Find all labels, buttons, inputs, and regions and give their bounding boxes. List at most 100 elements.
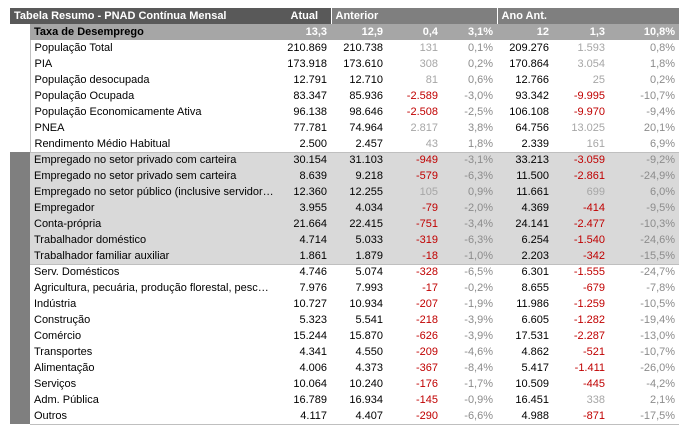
cell-atual: 96.138: [293, 106, 327, 118]
cell-ano-ant: 12.766: [515, 74, 550, 86]
cell-pct-anterior: -1,7%: [464, 378, 494, 390]
table-row: Serv. Domésticos 4.746 5.074 -328 -6,5% 6.301…: [10, 263, 680, 280]
table-row: Empregado no setor privado sem carteira 8…: [10, 168, 680, 184]
cell-ano-ant: 93.342: [515, 90, 550, 102]
cell-pct-anterior: -0,2%: [464, 282, 494, 294]
cell-pct-anterior: -4,6%: [464, 346, 494, 358]
cell-atual: 3.955: [278, 200, 331, 216]
cell-diff-anterior: 131: [419, 42, 438, 54]
cell-anterior: 5.033: [331, 232, 387, 248]
cell-pct-anterior: -6,3%: [442, 168, 498, 184]
cell-anterior: 5.074: [331, 263, 387, 280]
cell-anterior: 22.415: [331, 216, 387, 232]
cell-ano-ant: 5.417: [521, 362, 550, 374]
cell-diff-ano: -3.059: [553, 151, 610, 168]
cell-diff-anterior: -290: [387, 408, 442, 425]
cell-diff-anterior: -218: [415, 314, 438, 326]
cell-pct-anterior: 3,8%: [467, 122, 494, 134]
cell-anterior: 4.373: [355, 362, 383, 374]
col-header-anterior: Anterior: [330, 8, 498, 24]
table-row: Adm. Pública 16.789 16.934 -145 -0,9% 16.451 3…: [10, 392, 679, 408]
row-name: Serv. Domésticos: [30, 263, 278, 280]
cell-diff-anterior: 2.817: [410, 122, 438, 134]
cell-pct-ano: -19,4%: [640, 314, 676, 326]
cell-pct-anterior: -3,0%: [464, 90, 494, 102]
cell-diff-ano: -1.282: [573, 314, 606, 326]
row-name: População Total: [34, 42, 113, 54]
cell-diff-ano: -2.861: [553, 168, 610, 184]
table-row: População OcupadaEmpregado no setor priv…: [10, 151, 680, 424]
row-name: Rendimento Médio Habitual: [34, 137, 171, 150]
cell-ano-ant: 6.301: [497, 263, 554, 280]
cell-atual: 21.664: [278, 216, 331, 232]
cell-ano-ant: 11.661: [497, 184, 554, 200]
row-name: Agricultura, pecuária, produção floresta…: [34, 282, 278, 294]
cell-ano-ant: 6.605: [521, 314, 550, 326]
table-row: População desocupada 12.791 12.710 81 0,6% 12…: [10, 72, 679, 88]
table-row: PIA 173.918 173.610 308 0,2% 170.864 3.054 1,8%: [10, 56, 679, 72]
cell-atual: 10.064: [293, 378, 327, 390]
taxa-pct-anterior: 3,1%: [442, 24, 498, 40]
cell-diff-anterior: 43: [425, 137, 438, 150]
cell-atual: 15.244: [293, 330, 327, 342]
cell-ano-ant: 10.509: [515, 378, 550, 390]
table-row: Outros 4.117 4.407 -290 -6,6% 4.988 -871 -17,5%: [10, 408, 680, 425]
cell-anterior: 5.541: [355, 314, 383, 326]
cell-pct-ano: 0,8%: [649, 42, 676, 54]
cell-atual: 5.323: [299, 314, 327, 326]
cell-pct-ano: -24,7%: [609, 263, 680, 280]
taxa-atual: 13,3: [278, 24, 331, 40]
cell-ano-ant: 64.756: [515, 122, 550, 134]
cell-diff-ano: -9.995: [573, 90, 606, 102]
cell-pct-ano: -9,2%: [609, 151, 680, 168]
cell-pct-ano: 20,1%: [643, 122, 676, 134]
table-row: Empregador 3.955 4.034 -79 -2,0% 4.369 -414 -9,…: [10, 200, 680, 216]
cell-pct-anterior: -6,6%: [442, 408, 498, 425]
cell-anterior: 12.710: [349, 74, 383, 86]
cell-pct-ano: -7,8%: [646, 282, 676, 294]
row-name: Serviços: [34, 378, 77, 390]
cell-diff-ano: 338: [586, 394, 606, 406]
cell-ano-ant: 170.864: [509, 58, 550, 70]
cell-diff-ano: 161: [586, 137, 606, 150]
cell-diff-ano: -1.540: [553, 232, 610, 248]
cell-pct-ano: -10,7%: [640, 346, 676, 358]
cell-atual: 4.117: [278, 408, 331, 425]
row-name: Trabalhador doméstico: [30, 232, 278, 248]
cell-pct-ano: 2,1%: [649, 394, 676, 406]
cell-diff-anterior: -579: [387, 168, 442, 184]
row-name: População Ocupada: [34, 90, 135, 102]
cell-pct-anterior: -2,5%: [464, 106, 494, 118]
cell-pct-anterior: -1,9%: [464, 298, 494, 310]
cell-diff-ano: 3.054: [577, 58, 606, 70]
cell-diff-anterior: -2.508: [406, 106, 438, 118]
row-name: PIA: [34, 58, 53, 70]
row-name: Empregador: [30, 200, 278, 216]
cell-anterior: 7.993: [355, 282, 383, 294]
cell-diff-anterior: 308: [419, 58, 438, 70]
cell-anterior: 4.550: [355, 346, 383, 358]
cell-anterior: 10.934: [349, 298, 383, 310]
cell-atual: 210.869: [287, 42, 327, 54]
cell-pct-ano: -9,4%: [646, 106, 676, 118]
cell-pct-anterior: 1,8%: [467, 137, 494, 150]
cell-diff-ano: -2.287: [573, 330, 606, 342]
cell-diff-anterior: -626: [415, 330, 438, 342]
cell-diff-anterior: -176: [415, 378, 438, 390]
cell-atual: 12.791: [293, 74, 327, 86]
row-name: Outros: [30, 408, 278, 425]
cell-diff-ano: -2.477: [553, 216, 610, 232]
cell-diff-ano: -1.259: [573, 298, 606, 310]
cell-pct-ano: -24,9%: [609, 168, 680, 184]
row-name: População desocupada: [34, 74, 150, 86]
taxa-ano-ant: 12: [497, 24, 554, 40]
cell-atual: 8.639: [278, 168, 331, 184]
cell-ano-ant: 4.369: [497, 200, 554, 216]
table-row: Indústria 10.727 10.934 -207 -1,9% 11.986 -1.2…: [10, 296, 679, 312]
cell-ano-ant: 16.451: [515, 394, 550, 406]
table-row: Construção 5.323 5.541 -218 -3,9% 6.605 -1.282…: [10, 312, 679, 328]
cell-pct-ano: 0,2%: [649, 74, 676, 86]
cell-anterior: 173.610: [343, 58, 383, 70]
taxa-label: Taxa de Desemprego: [30, 24, 278, 40]
table-row: Trabalhador doméstico 4.714 5.033 -319 -6,3%…: [10, 232, 680, 248]
